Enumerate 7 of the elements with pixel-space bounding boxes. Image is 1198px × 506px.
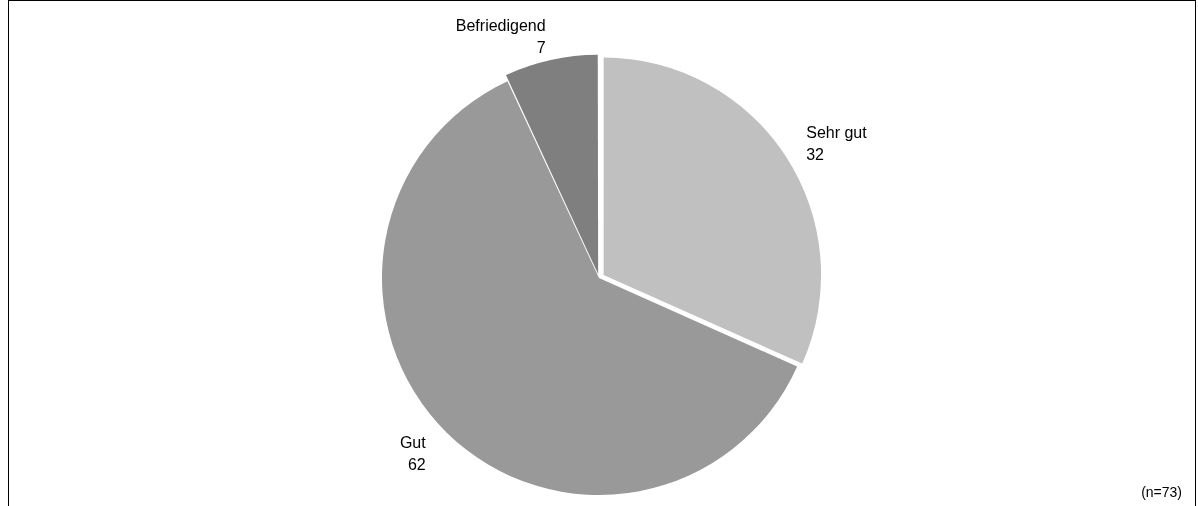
data-label: 7 xyxy=(536,39,546,57)
text: (n=73) xyxy=(1141,483,1182,500)
slice-label: Gut xyxy=(399,434,427,452)
slice-label: Befriedigend xyxy=(455,17,546,35)
data-label: 32 xyxy=(806,145,825,163)
slice-label: Sehr gut xyxy=(806,123,868,141)
data-label: 62 xyxy=(407,456,426,474)
